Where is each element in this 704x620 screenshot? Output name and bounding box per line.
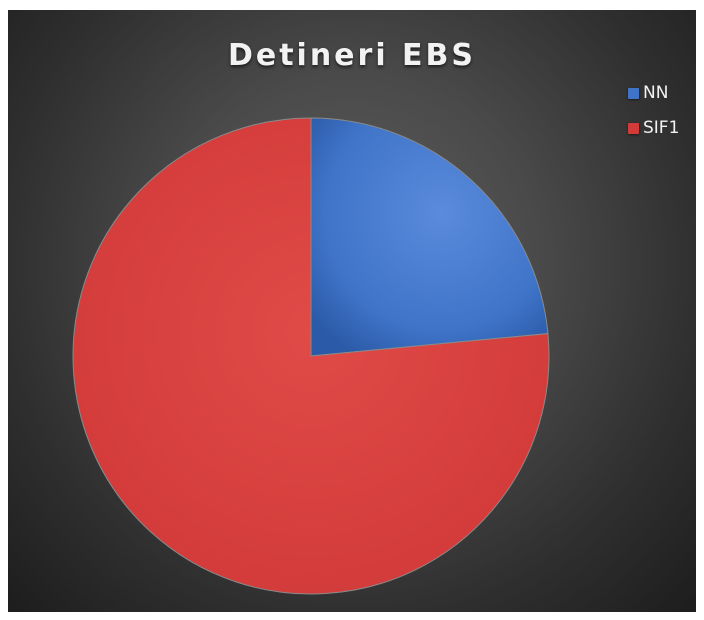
pie-slice-sif1	[72, 117, 550, 595]
legend-label-sif1: SIF1	[643, 118, 680, 138]
pie-slices	[72, 117, 550, 595]
chart-area: Detineri EBS NN SIF1	[8, 10, 696, 612]
legend-swatch-sif1	[628, 122, 639, 134]
chart-title: Detineri EBS	[227, 38, 477, 73]
legend-label-nn: NN	[643, 83, 669, 103]
legend: NN SIF1	[628, 82, 694, 152]
pie-slice-nn	[310, 117, 549, 357]
legend-item-sif1: SIF1	[628, 117, 694, 139]
legend-swatch-nn	[628, 87, 639, 99]
legend-item-nn: NN	[628, 82, 694, 104]
pie-chart	[72, 117, 550, 595]
